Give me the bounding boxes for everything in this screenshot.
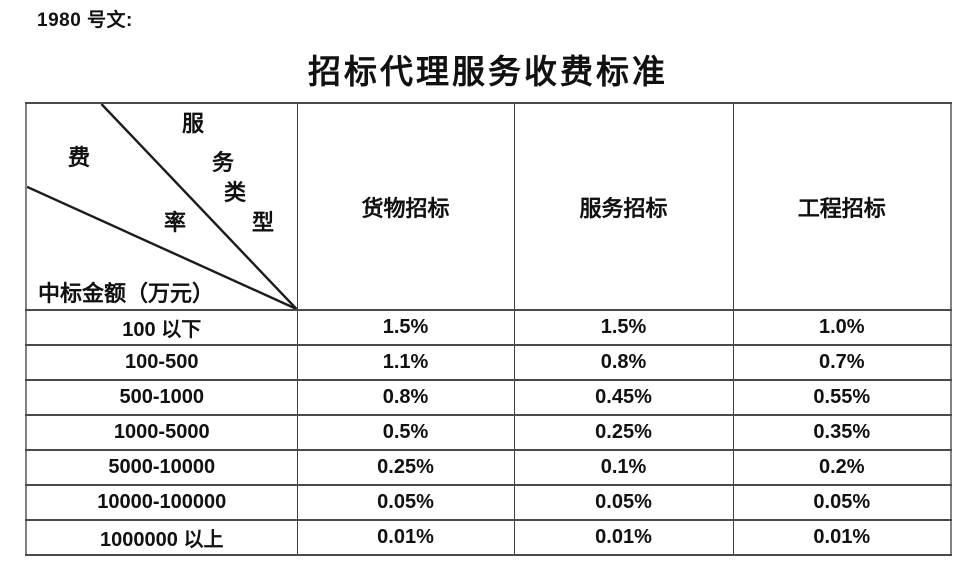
amount-range-cell: 500-1000 xyxy=(25,379,298,416)
column-header-goods: 货物招标 xyxy=(296,102,515,311)
goods-rate-cell: 0.01% xyxy=(296,519,515,556)
diagonal-label-fee-rate-char: 费 xyxy=(67,145,90,170)
diagonal-label-service-type-char: 型 xyxy=(251,210,274,235)
goods-rate-cell: 1.1% xyxy=(296,344,515,381)
amount-range-cell: 1000000 以上 xyxy=(25,519,298,556)
diagonal-split-box: 服 费 务 类 率 型 中标金额（万元） xyxy=(27,105,296,308)
column-header-works: 工程招标 xyxy=(732,102,952,311)
amount-range-cell: 100-500 xyxy=(25,344,298,381)
works-rate-cell: 0.05% xyxy=(732,484,952,521)
services-rate-cell: 0.1% xyxy=(513,449,734,486)
table-row: 1000000 以上 0.01% 0.01% 0.01% xyxy=(25,519,952,556)
amount-range-cell: 10000-100000 xyxy=(25,484,298,521)
table-row: 100 以下 1.5% 1.5% 1.0% xyxy=(25,309,952,346)
works-rate-cell: 0.7% xyxy=(732,344,952,381)
services-rate-cell: 0.05% xyxy=(513,484,734,521)
diagonal-header-cell: 服 费 务 类 率 型 中标金额（万元） xyxy=(25,102,298,311)
diagonal-label-fee-rate-char: 率 xyxy=(163,210,186,235)
page-title: 招标代理服务收费标准 xyxy=(308,55,668,91)
services-rate-cell: 0.01% xyxy=(513,519,734,556)
table-row: 5000-10000 0.25% 0.1% 0.2% xyxy=(25,449,952,486)
goods-rate-cell: 0.25% xyxy=(296,449,515,486)
goods-rate-cell: 0.5% xyxy=(296,414,515,451)
services-rate-cell: 0.25% xyxy=(513,414,734,451)
services-rate-cell: 0.8% xyxy=(513,344,734,381)
table-row: 500-1000 0.8% 0.45% 0.55% xyxy=(25,379,952,416)
goods-rate-cell: 0.05% xyxy=(296,484,515,521)
works-rate-cell: 0.35% xyxy=(732,414,952,451)
works-rate-cell: 0.55% xyxy=(732,379,952,416)
table-row: 100-500 1.1% 0.8% 0.7% xyxy=(25,344,952,381)
diagonal-label-service-type-char: 类 xyxy=(223,180,246,205)
goods-rate-cell: 0.8% xyxy=(296,379,515,416)
diagonal-label-service-type-char: 服 xyxy=(181,111,204,136)
table-row: 1000-5000 0.5% 0.25% 0.35% xyxy=(25,414,952,451)
bid-amount-axis-label: 中标金额（万元） xyxy=(38,281,215,306)
header-row: 服 费 务 类 率 型 中标金额（万元） 货物招标 服务招标 工程招标 xyxy=(25,102,952,311)
services-rate-cell: 0.45% xyxy=(513,379,734,416)
works-rate-cell: 1.0% xyxy=(732,309,952,346)
table-row: 10000-100000 0.05% 0.05% 0.05% xyxy=(25,484,952,521)
diagonal-label-service-type-char: 务 xyxy=(211,150,234,175)
diagonal-lines xyxy=(27,105,296,308)
amount-range-cell: 100 以下 xyxy=(25,309,298,346)
doc-reference-number: 1980 号文: xyxy=(37,10,133,31)
fee-standard-table: 服 费 务 类 率 型 中标金额（万元） 货物招标 服务招标 工程招标 100 … xyxy=(25,102,952,556)
amount-range-cell: 5000-10000 xyxy=(25,449,298,486)
amount-range-cell: 1000-5000 xyxy=(25,414,298,451)
goods-rate-cell: 1.5% xyxy=(296,309,515,346)
works-rate-cell: 0.01% xyxy=(732,519,952,556)
works-rate-cell: 0.2% xyxy=(732,449,952,486)
services-rate-cell: 1.5% xyxy=(513,309,734,346)
column-header-services: 服务招标 xyxy=(513,102,734,311)
